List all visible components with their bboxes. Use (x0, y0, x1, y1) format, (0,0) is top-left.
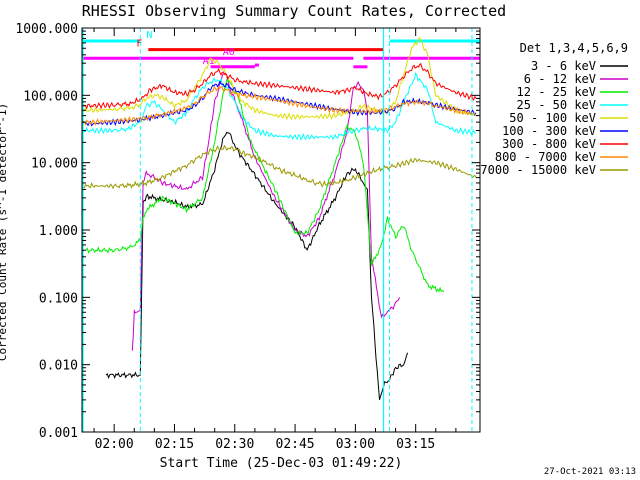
y-tick-label: 0.010 (39, 359, 78, 374)
legend-label: 25 - 50 keV (517, 98, 596, 112)
chart-title: RHESSI Observing Summary Count Rates, Co… (82, 2, 506, 20)
y-tick-label: 1000.000 (15, 22, 78, 37)
series-lines (81, 37, 477, 400)
x-tick-label: 02:00 (95, 437, 134, 452)
series-line (85, 78, 445, 293)
series-line (81, 71, 477, 141)
series-line (81, 86, 477, 127)
x-tick-label: 02:15 (155, 437, 194, 452)
legend-label: 3 - 6 keV (531, 59, 596, 73)
y-tick-label: 0.001 (39, 426, 78, 441)
series-line (81, 62, 477, 110)
legend-label: 7000 - 15000 keV (480, 163, 596, 177)
y-tick-label: 1.000 (39, 224, 78, 239)
y-tick-label: 100.000 (23, 89, 78, 104)
y-tick-label: 0.100 (39, 291, 78, 306)
footer-timestamp: 27-Oct-2021 03:13 (544, 467, 636, 477)
series-line (131, 73, 401, 351)
legend-label: 12 - 25 keV (517, 85, 596, 99)
x-axis-label: Start Time (25-Dec-03 01:49:22) (160, 456, 403, 471)
y-axis-label: Corrected Count Rate (s^-1 detector^-1) (0, 103, 9, 361)
y-tick-label: 10.000 (31, 157, 78, 172)
legend-label: 800 - 7000 keV (495, 150, 596, 164)
legend-label: 100 - 300 keV (502, 124, 596, 138)
x-tick-label: 03:15 (396, 437, 435, 452)
series-line (105, 131, 409, 400)
legend-title: Det 1,3,4,5,6,9 (520, 41, 628, 55)
series-line (81, 144, 477, 190)
x-axis: 02:00 02:15 02:30 02:45 03:00 03:15 (93, 28, 457, 452)
x-tick-label: 02:30 (215, 437, 254, 452)
legend-label: 50 - 100 keV (509, 111, 596, 125)
flag-label: A0 (223, 47, 235, 58)
series-line (81, 37, 477, 121)
flag-label: N (146, 30, 152, 41)
x-tick-label: 02:45 (276, 437, 315, 452)
x-tick-label: 03:00 (336, 437, 375, 452)
flag-label: F (136, 39, 142, 50)
y-axis: 1000.000 100.000 10.000 1.000 0.100 0.010 0.00… (15, 22, 480, 441)
legend-label: 6 - 12 keV (524, 72, 596, 86)
legend-label: 300 - 800 keV (502, 137, 596, 151)
